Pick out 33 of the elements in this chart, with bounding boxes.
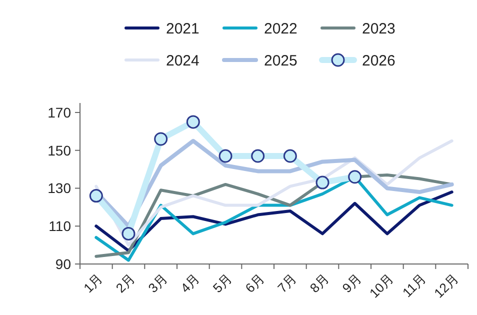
x-tick-label: 7月: [274, 270, 300, 296]
x-tick-label: 11月: [399, 270, 429, 300]
x-tick-label: 8月: [306, 270, 332, 296]
y-tick-label: 170: [48, 104, 72, 120]
x-tick-label: 9月: [339, 270, 364, 296]
point: [251, 149, 265, 163]
legend-label: 2023: [362, 20, 396, 38]
point: [218, 149, 232, 163]
x-tick-label: 12月: [431, 270, 462, 301]
x-tick-label: 2月: [112, 270, 138, 296]
y-tick-label: 150: [48, 142, 72, 158]
legend-label: 2026: [362, 52, 396, 70]
x-tick-label: 4月: [178, 270, 203, 296]
point: [154, 132, 168, 146]
point: [283, 149, 297, 163]
x-tick-label: 6月: [242, 270, 268, 296]
point: [89, 189, 103, 203]
point: [186, 115, 200, 129]
point: [122, 226, 136, 240]
x-tick-label: 1月: [80, 270, 106, 296]
legend-label: 2024: [166, 52, 200, 70]
point: [316, 176, 330, 190]
x-tick-label: 10月: [366, 270, 397, 301]
point: [348, 170, 362, 184]
x-tick-label: 3月: [145, 270, 170, 296]
line-series: [94, 190, 454, 252]
x-tick-label: 5月: [210, 270, 235, 296]
legend-label: 2022: [264, 20, 298, 38]
y-tick-label: 90: [55, 256, 72, 272]
legend-label: 2021: [166, 20, 200, 38]
y-tick-label: 110: [48, 218, 72, 234]
legend-label: 2025: [264, 52, 298, 70]
y-tick-label: 130: [48, 180, 72, 196]
